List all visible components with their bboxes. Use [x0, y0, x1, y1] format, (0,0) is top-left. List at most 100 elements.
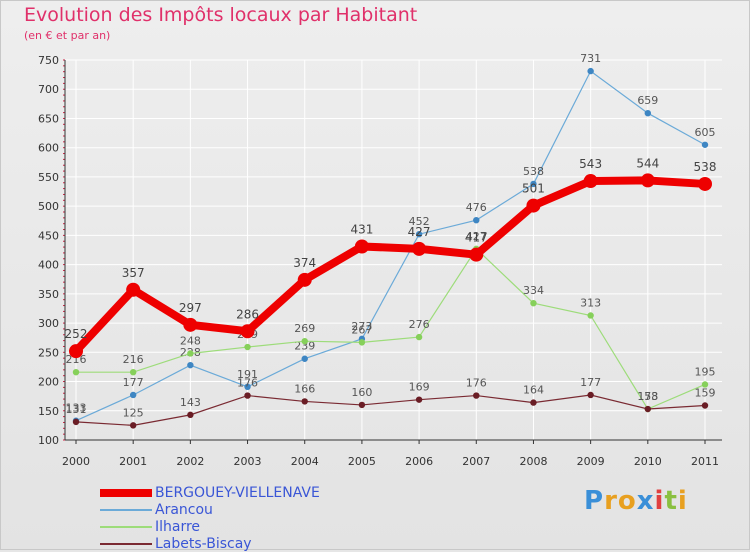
- y-tick-label: 500: [38, 200, 59, 213]
- logo-letter: o: [617, 486, 637, 516]
- data-point-arancou: [701, 141, 709, 148]
- legend-swatch: [100, 488, 152, 497]
- data-point-ilharre: [129, 368, 137, 376]
- data-point-arancou: [587, 67, 594, 75]
- data-label-arancou: 177: [123, 376, 144, 389]
- data-label-bergouey-viellenave: 544: [636, 156, 659, 170]
- data-label-ilharre: 248: [180, 334, 201, 347]
- data-point-labets-biscay: [301, 398, 308, 405]
- data-label-arancou: 452: [409, 215, 430, 228]
- x-tick-label: 2008: [519, 455, 547, 468]
- y-tick-label: 600: [38, 142, 59, 155]
- data-point-bergouey-viellenave: [583, 174, 598, 189]
- data-label-ilharre: 216: [66, 353, 87, 366]
- x-tick-label: 2006: [405, 455, 433, 468]
- data-point-labets-biscay: [244, 392, 251, 399]
- y-tick-label: 100: [38, 434, 59, 447]
- data-label-bergouey-viellenave: 417: [465, 231, 488, 245]
- data-point-ilharre: [187, 350, 194, 357]
- data-point-ilharre: [72, 368, 80, 376]
- chart-subtitle: (en € et par an): [24, 29, 111, 42]
- series-line-bergouey-viellenave: [72, 176, 709, 356]
- data-label-arancou: 273: [351, 320, 372, 333]
- data-point-bergouey-viellenave: [69, 344, 83, 359]
- data-label-labets-biscay: 131: [66, 403, 87, 416]
- data-point-labets-biscay: [644, 405, 652, 413]
- data-label-arancou: 191: [237, 368, 258, 381]
- data-label-ilharre: 267: [351, 323, 372, 336]
- data-label-bergouey-viellenave: 252: [65, 327, 88, 341]
- data-point-arancou: [415, 231, 423, 238]
- data-point-labets-biscay: [129, 422, 137, 429]
- series-line-arancou: [75, 70, 706, 422]
- data-label-ilharre: 216: [123, 353, 144, 366]
- data-point-ilharre: [587, 312, 594, 319]
- y-tick-label: 250: [38, 346, 59, 359]
- data-point-ilharre: [244, 343, 251, 351]
- y-tick-label: 750: [38, 54, 59, 67]
- data-point-arancou: [301, 355, 308, 362]
- data-point-bergouey-viellenave: [640, 173, 655, 188]
- y-tick-label: 650: [38, 112, 59, 125]
- legend-swatch: [100, 508, 152, 511]
- x-tick-label: 2000: [62, 455, 90, 468]
- x-tick-label: 2009: [577, 455, 605, 468]
- data-point-ilharre: [301, 338, 308, 345]
- data-label-arancou: 239: [294, 340, 315, 353]
- y-tick-label: 150: [38, 405, 59, 418]
- data-point-labets-biscay: [473, 392, 480, 399]
- data-point-bergouey-viellenave: [183, 317, 198, 332]
- data-label-labets-biscay: 166: [294, 382, 315, 395]
- data-point-labets-biscay: [358, 401, 366, 409]
- legend-label: Labets-Biscay: [155, 535, 252, 552]
- data-point-ilharre: [415, 333, 423, 341]
- x-tick-label: 2005: [348, 455, 376, 468]
- y-tick-label: 700: [38, 83, 59, 96]
- data-label-labets-biscay: 178: [637, 390, 658, 403]
- data-label-ilharre: 276: [409, 318, 430, 331]
- data-point-bergouey-viellenave: [698, 176, 712, 191]
- data-point-ilharre: [530, 300, 537, 307]
- data-label-ilharre: 195: [695, 365, 716, 378]
- data-point-labets-biscay: [415, 396, 423, 403]
- data-point-labets-biscay: [530, 399, 537, 406]
- x-tick-label: 2007: [462, 455, 490, 468]
- data-point-labets-biscay: [72, 418, 80, 426]
- data-point-ilharre: [358, 339, 366, 346]
- data-label-bergouey-viellenave: 431: [350, 222, 373, 236]
- x-tick-label: 2003: [234, 455, 262, 468]
- data-label-labets-biscay: 169: [409, 381, 430, 394]
- data-point-arancou: [187, 361, 194, 369]
- data-label-bergouey-viellenave: 286: [236, 307, 259, 321]
- series-line-ilharre: [76, 247, 706, 410]
- data-point-arancou: [244, 383, 251, 390]
- data-point-bergouey-viellenave: [354, 239, 369, 254]
- data-point-bergouey-viellenave: [126, 282, 141, 297]
- x-tick-label: 2004: [291, 455, 319, 468]
- data-point-bergouey-viellenave: [297, 272, 312, 287]
- data-label-bergouey-viellenave: 427: [408, 225, 431, 239]
- legend-swatch: [100, 525, 152, 528]
- data-label-arancou: 538: [523, 165, 544, 178]
- data-label-labets-biscay: 176: [466, 377, 487, 390]
- logo-letter: P: [584, 486, 605, 516]
- chart-title: Evolution des Impôts locaux par Habitant: [24, 4, 418, 26]
- data-point-bergouey-viellenave: [469, 247, 484, 262]
- data-label-ilharre: 334: [523, 284, 544, 297]
- data-point-labets-biscay: [587, 391, 594, 399]
- data-point-labets-biscay: [701, 402, 709, 409]
- data-label-ilharre: 313: [580, 296, 601, 309]
- data-point-labets-biscay: [187, 411, 194, 419]
- x-tick-label: 2002: [176, 455, 204, 468]
- data-point-bergouey-viellenave: [412, 241, 427, 256]
- legend: BERGOUEY-VIELLENAVE Arancou Ilharre Labets-…: [100, 484, 320, 552]
- data-label-arancou: 659: [637, 94, 658, 107]
- data-point-bergouey-viellenave: [526, 198, 541, 213]
- x-tick-label: 2011: [691, 455, 719, 468]
- y-tick-label: 400: [38, 259, 59, 272]
- y-tick-label: 200: [38, 376, 59, 389]
- data-label-bergouey-viellenave: 374: [293, 256, 316, 270]
- data-label-ilharre: 427: [466, 230, 487, 243]
- data-label-labets-biscay: 159: [695, 387, 716, 400]
